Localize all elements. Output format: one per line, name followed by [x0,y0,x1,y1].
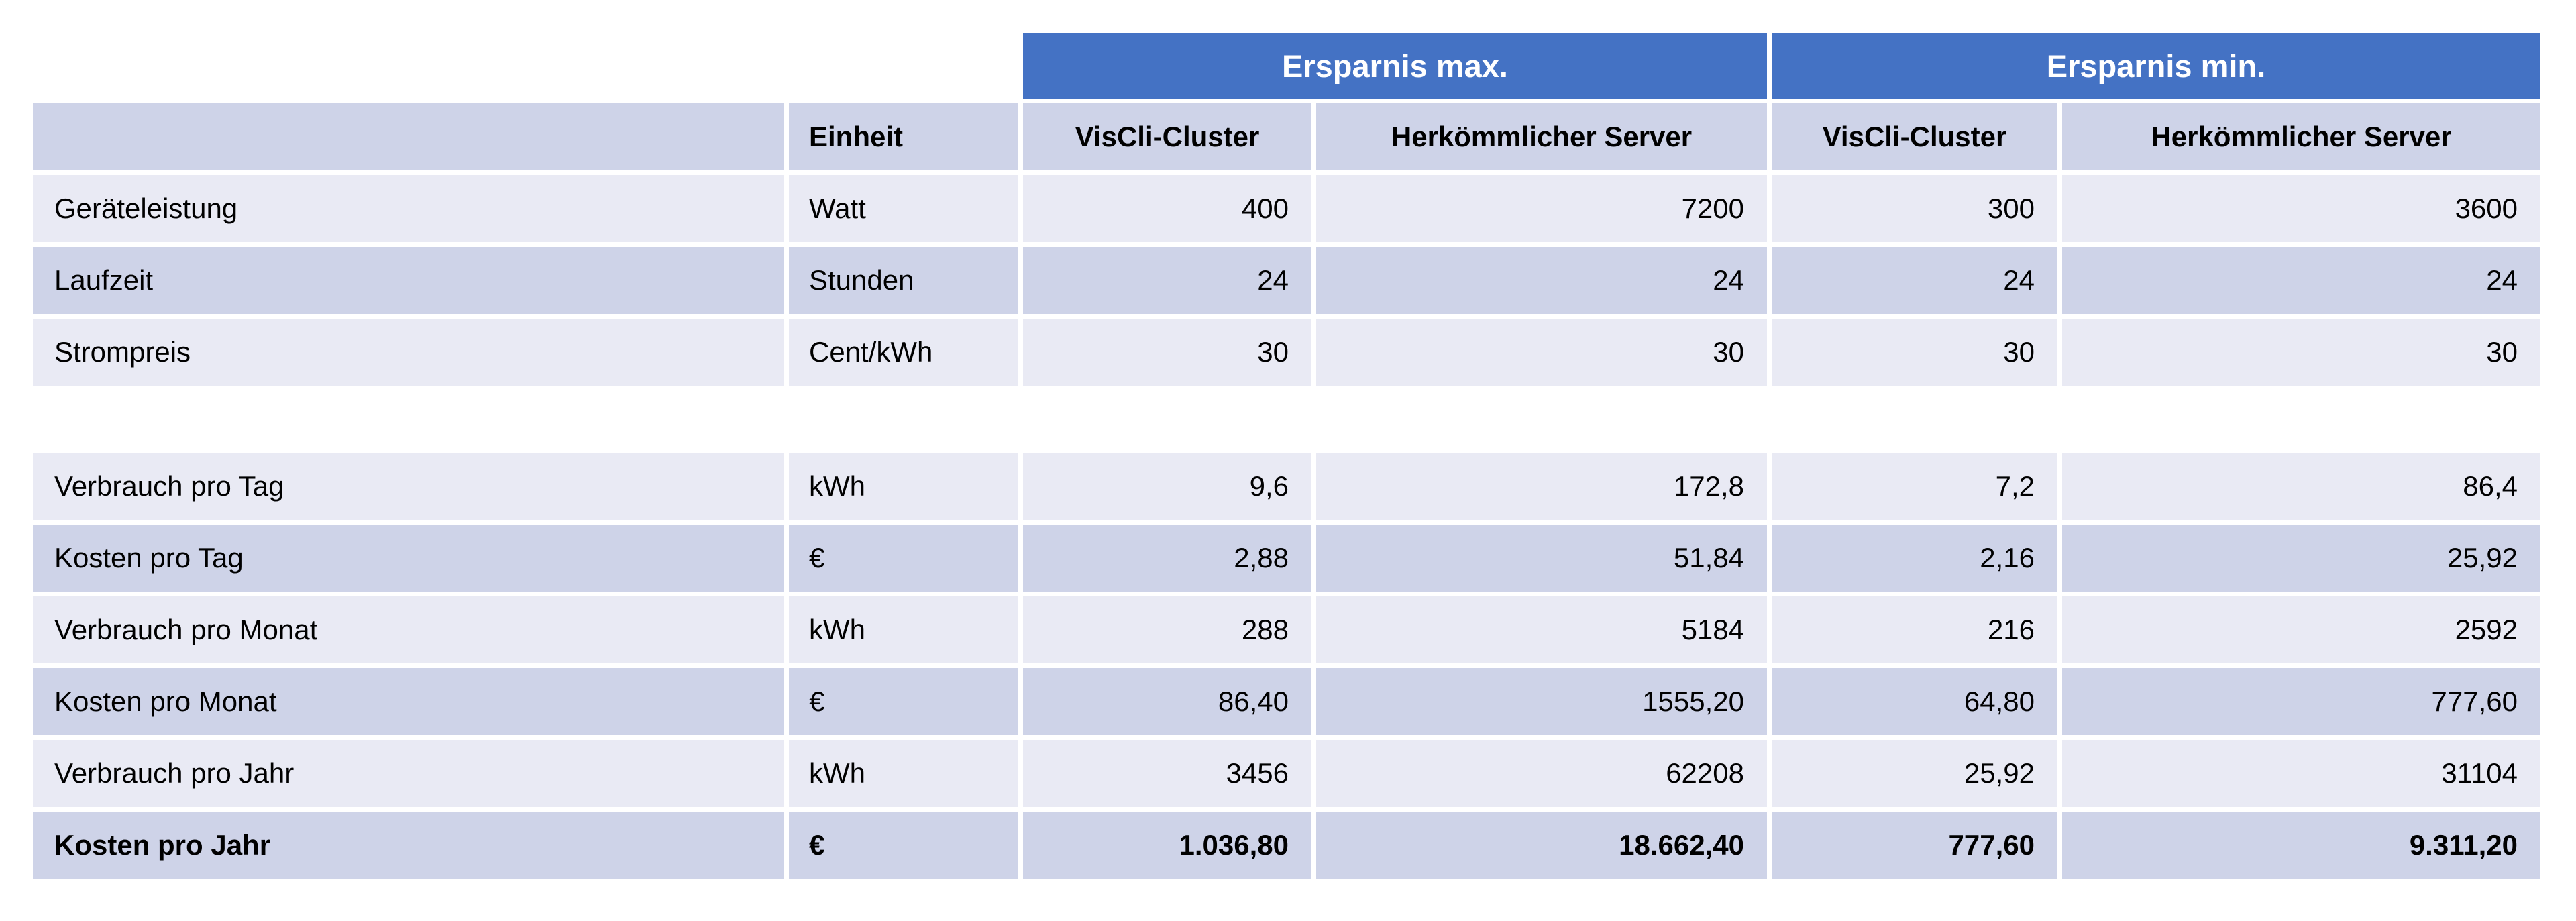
value-cell: 64,80 [1772,668,2057,735]
value-cell: 2,88 [1023,525,1311,592]
value-cell: 30 [1772,319,2057,386]
unit-cell: kWh [789,596,1018,663]
column-header-viscli-max: VisCli-Cluster [1023,103,1311,170]
value-cell: 288 [1023,596,1311,663]
unit-cell: Cent/kWh [789,319,1018,386]
column-header-empty [33,103,784,170]
column-header-viscli-min: VisCli-Cluster [1772,103,2057,170]
value-cell: 31104 [2062,740,2540,807]
unit-cell: € [789,525,1018,592]
value-cell: 2592 [2062,596,2540,663]
group-header-ersparnis-min: Ersparnis min. [1772,33,2540,99]
value-cell: 777,60 [2062,668,2540,735]
unit-cell: € [789,812,1018,879]
group-header-ersparnis-max: Ersparnis max. [1023,33,1767,99]
value-cell: 86,4 [2062,453,2540,520]
row-label: Geräteleistung [33,175,784,242]
value-cell: 777,60 [1772,812,2057,879]
unit-cell: kWh [789,453,1018,520]
value-cell: 400 [1023,175,1311,242]
value-cell: 25,92 [1772,740,2057,807]
value-cell: 24 [1772,247,2057,314]
value-cell: 30 [1023,319,1311,386]
value-cell: 7200 [1316,175,1767,242]
row-label: Laufzeit [33,247,784,314]
value-cell: 25,92 [2062,525,2540,592]
column-header-server-min: Herkömmlicher Server [2062,103,2540,170]
value-cell: 1555,20 [1316,668,1767,735]
value-cell: 3456 [1023,740,1311,807]
row-label: Kosten pro Monat [33,668,784,735]
row-label: Verbrauch pro Monat [33,596,784,663]
value-cell: 24 [1316,247,1767,314]
row-label: Kosten pro Jahr [33,812,784,879]
value-cell: 9,6 [1023,453,1311,520]
value-cell: 216 [1772,596,2057,663]
value-cell: 2,16 [1772,525,2057,592]
row-label: Strompreis [33,319,784,386]
value-cell: 24 [1023,247,1311,314]
value-cell: 1.036,80 [1023,812,1311,879]
row-label: Kosten pro Tag [33,525,784,592]
unit-cell: kWh [789,740,1018,807]
value-cell: 18.662,40 [1316,812,1767,879]
value-cell: 172,8 [1316,453,1767,520]
value-cell: 300 [1772,175,2057,242]
value-cell: 86,40 [1023,668,1311,735]
spacer-row [33,390,2540,448]
unit-cell: € [789,668,1018,735]
value-cell: 30 [1316,319,1767,386]
row-label: Verbrauch pro Jahr [33,740,784,807]
value-cell: 51,84 [1316,525,1767,592]
value-cell: 24 [2062,247,2540,314]
value-cell: 7,2 [1772,453,2057,520]
row-label: Verbrauch pro Tag [33,453,784,520]
value-cell: 9.311,20 [2062,812,2540,879]
unit-cell: Watt [789,175,1018,242]
unit-cell: Stunden [789,247,1018,314]
cost-comparison-table: Ersparnis max. Ersparnis min. Einheit Vi… [33,33,2540,879]
value-cell: 3600 [2062,175,2540,242]
value-cell: 30 [2062,319,2540,386]
column-header-einheit: Einheit [789,103,1018,170]
value-cell: 5184 [1316,596,1767,663]
value-cell: 62208 [1316,740,1767,807]
column-header-server-max: Herkömmlicher Server [1316,103,1767,170]
